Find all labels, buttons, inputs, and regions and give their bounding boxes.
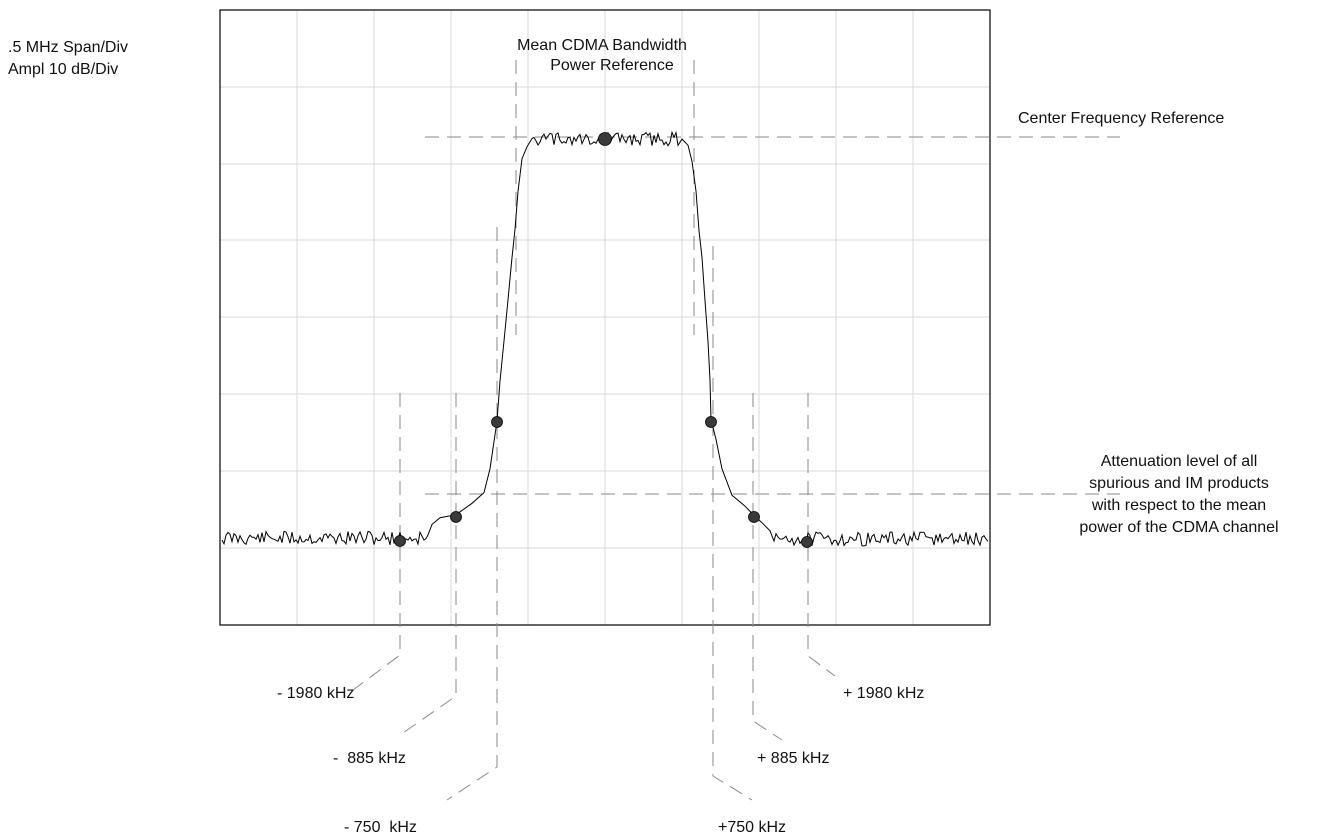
offset-leader-lines — [344, 227, 836, 801]
attenuation-label-line4: power of the CDMA channel — [1079, 519, 1278, 536]
marker-neg-1980 — [394, 535, 406, 547]
offset-label-pos-1980: + 1980 kHz — [843, 685, 924, 702]
graticule-horizontal-lines — [220, 86, 990, 549]
attenuation-label-line2: spurious and IM products — [1089, 475, 1269, 492]
offset-label-neg-885: - 885 kHz — [333, 750, 406, 767]
offset-label-pos-750: +750 kHz — [718, 819, 786, 836]
attenuation-label-line1: Attenuation level of all — [1101, 453, 1258, 470]
reference-lines — [425, 60, 1120, 495]
center-frequency-label: Center Frequency Reference — [1018, 110, 1224, 127]
leader-line-pos-750 — [712, 246, 753, 801]
mean-power-label-line2: Power Reference — [550, 57, 674, 74]
marker-pos-750 — [705, 416, 717, 428]
attenuation-label-line3: with respect to the mean — [1091, 497, 1266, 514]
amplitude-setting-label: Ampl 10 dB/Div — [8, 61, 118, 78]
mean-power-label-line1: Mean CDMA Bandwidth — [517, 37, 687, 54]
offset-label-neg-1980: - 1980 kHz — [277, 685, 354, 702]
leader-line-neg-750 — [446, 227, 498, 801]
offset-label-neg-750: - 750 kHz — [344, 819, 417, 836]
marker-center-frequency — [598, 132, 612, 146]
marker-neg-750 — [491, 416, 503, 428]
leader-line-neg-1980 — [344, 393, 401, 697]
graticule — [219, 9, 991, 626]
marker-pos-885 — [748, 511, 760, 523]
measurement-markers — [394, 132, 813, 548]
screen-frame — [219, 9, 991, 626]
leader-line-neg-885 — [399, 393, 457, 736]
offset-label-pos-885: + 885 kHz — [757, 750, 829, 767]
leader-line-pos-885 — [752, 393, 783, 741]
marker-pos-1980 — [801, 536, 813, 548]
span-setting-label: .5 MHz Span/Div — [8, 39, 128, 56]
marker-neg-885 — [450, 511, 462, 523]
